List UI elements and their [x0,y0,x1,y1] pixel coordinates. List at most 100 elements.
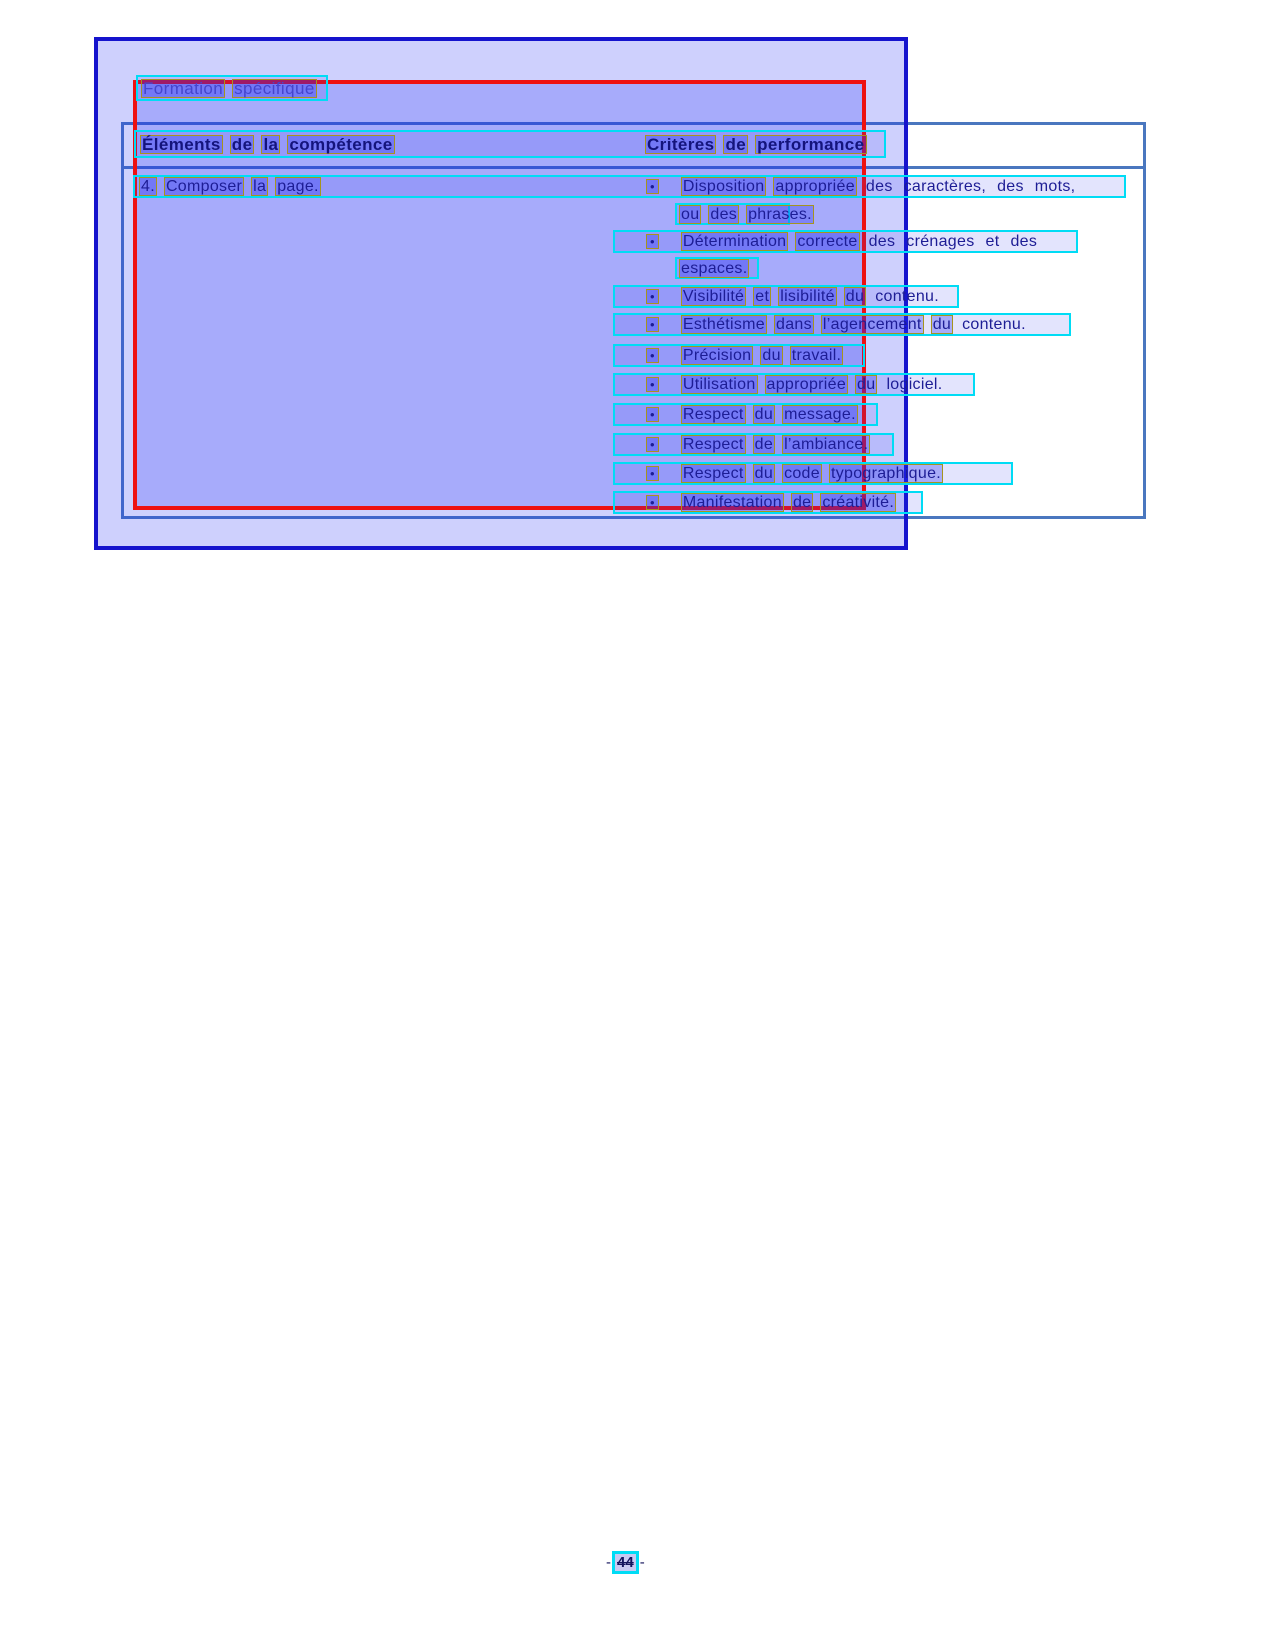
text-line: espaces. [675,257,759,279]
word: l’ambiance. [782,435,871,454]
word: Précision [680,346,754,365]
word: Respect [680,405,746,424]
text-line: • Respect du code typographique. [613,462,1013,485]
text-line: • Visibilité et lisibilité du contenu. [613,285,959,308]
word: phrases. [746,204,814,224]
word: message. [782,405,858,424]
word: contenu. [875,288,939,305]
word: des [708,204,740,224]
text-line: Éléments de la compétence Critères de performa… [134,130,886,158]
word: espaces. [679,258,750,278]
word: et [985,233,1000,250]
word: l’agencement [820,315,924,334]
line-segment: • Précision du travail. [646,346,844,365]
line-segment: Critères de performance [645,132,867,156]
bullet-marker: • [646,437,659,452]
bullet-marker: • [646,407,659,422]
word: performance [755,134,867,154]
line-segment: • Utilisation appropriée du logiciel. [646,375,945,394]
page-number-box: 44 [612,1550,639,1574]
word: crénages [906,233,975,250]
text-line: • Esthétisme dans l’agencement du contenu. [613,313,1071,336]
word: créativité. [820,493,897,512]
word: Respect [680,464,746,483]
word: la [251,177,269,196]
word: Détermination [680,232,789,251]
word: contenu. [962,316,1026,333]
word: Esthétisme [680,315,767,334]
bullet-marker: • [646,289,659,304]
line-segment: ou des phrases. [679,204,814,224]
line-segment: • Disposition appropriée des caractères, des m… [646,177,1077,196]
word: Critères [645,134,717,154]
region-annotation-box-inner [133,80,866,510]
text-line: • Détermination correcte des crénages et des [613,230,1078,253]
line-segment: • Manifestation de créativité. [646,493,897,512]
word: du [752,464,776,483]
line-segment: • Détermination correcte des crénages et des [646,232,1039,251]
line-segment: • Respect de l’ambiance. [646,435,871,454]
word: typographique. [828,464,944,483]
word: de [229,134,255,154]
footer-dash-right: - [639,1553,645,1571]
word: de [723,134,749,154]
line-segment: • Respect du message. [646,405,858,424]
text-line: • Respect du message. [613,403,878,426]
word: du [760,346,783,365]
word: appropriée [764,375,849,394]
word: du [843,287,867,306]
bullet-marker: • [646,466,659,481]
bullet-marker: • [646,348,659,363]
word: logiciel. [886,376,943,393]
word: Utilisation [680,375,758,394]
word: de [790,493,814,512]
word: 4. [139,177,157,196]
word: la [261,134,281,154]
word: du [855,375,878,394]
text-line: • Manifestation de créativité. [613,491,923,514]
word: compétence [287,134,395,154]
line-segment: 4. Composer la page. [139,177,321,196]
text-line: • Précision du travail. [613,344,865,367]
word: des [865,178,893,195]
word: code [782,464,822,483]
word: des [868,233,896,250]
word: du [930,315,954,334]
word: correcte [795,232,860,251]
text-line: • Respect de l’ambiance. [613,433,894,456]
bullet-marker: • [646,317,659,332]
word: et [753,287,772,306]
text-line: ou des phrases. [675,203,814,225]
word: page. [275,177,321,196]
line-segment: Éléments de la compétence [140,132,395,156]
line-segment: • Respect du code typographique. [646,464,944,483]
word: des [997,178,1024,195]
bullet-marker: • [646,377,659,392]
page-footer: - 44 - [606,1550,645,1574]
word: mots, [1034,178,1076,195]
word: Composer [163,177,245,196]
line-segment: • Esthétisme dans l’agencement du contenu. [646,315,1028,334]
footer-dash-left: - [606,1553,611,1571]
bullet-marker: • [646,179,659,194]
word: Visibilité [680,287,747,306]
line-segment: espaces. [679,258,750,278]
text-line: 4. Composer la page. • Disposition appropriée d… [133,175,1126,198]
word: lisibilité [778,287,837,306]
word: Disposition [680,177,767,196]
word: ou [679,204,702,224]
word: Respect [680,435,746,454]
table-header-separator [121,166,1146,169]
word: dans [774,315,814,334]
text-line: Formation spécifique [136,75,328,101]
word: spécifique [232,78,317,98]
word: des [1010,233,1038,250]
line-segment: Formation spécifique [141,77,317,99]
word: Formation [141,78,226,98]
bullet-marker: • [646,495,659,510]
word: Manifestation [680,493,784,512]
bullet-marker: • [646,234,659,249]
competency-table-frame [121,122,1146,519]
word: caractères, [903,178,987,195]
